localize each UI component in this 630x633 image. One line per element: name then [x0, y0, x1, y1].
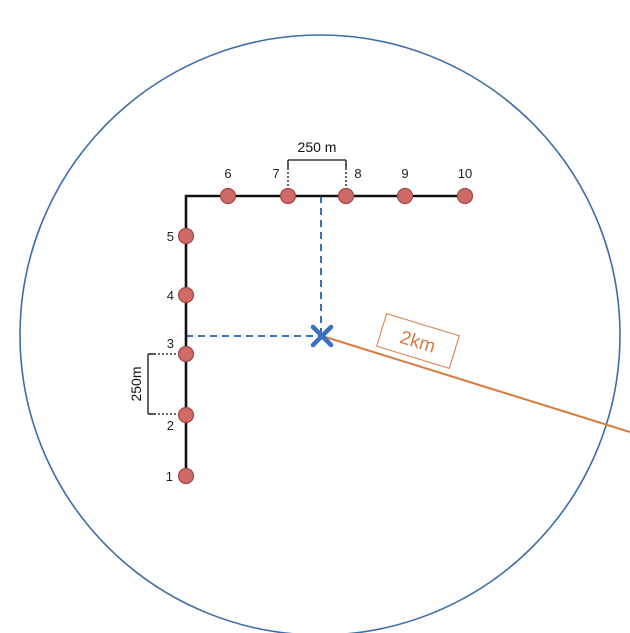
point-label-9: 9	[401, 166, 408, 181]
sample-point-8: 8	[337, 166, 362, 205]
radius-line	[321, 335, 630, 433]
point-label-10: 10	[458, 166, 472, 181]
point-label-2: 2	[167, 418, 174, 433]
point-label-6: 6	[224, 166, 231, 181]
left-spacing-bracket	[147, 353, 184, 415]
point-label-8: 8	[354, 166, 361, 181]
point-label-3: 3	[167, 336, 174, 351]
sample-point-3: 3	[167, 336, 195, 363]
point-label-5: 5	[167, 229, 174, 244]
top-spacing-bracket	[287, 159, 347, 194]
sample-point-10: 10	[456, 166, 474, 205]
point-label-7: 7	[272, 166, 279, 181]
study-area-circle	[19, 34, 621, 633]
center-marker-icon	[310, 324, 334, 348]
sample-point-1: 1	[166, 467, 195, 485]
radius-label-box	[376, 313, 460, 369]
sample-point-7: 7	[272, 166, 297, 205]
point-label-4: 4	[167, 288, 174, 303]
sample-point-5: 5	[167, 227, 195, 245]
radius-label-group: 2km	[376, 313, 460, 369]
sample-point-6: 6	[219, 166, 237, 205]
point-label-1: 1	[166, 469, 173, 484]
top-spacing-label: 250 m	[298, 139, 337, 155]
sample-point-2: 2	[167, 406, 195, 433]
survey-line	[184, 194, 465, 476]
sample-point-9: 9	[396, 166, 414, 205]
left-spacing-label: 250m	[128, 366, 144, 401]
sample-point-4: 4	[167, 286, 195, 304]
